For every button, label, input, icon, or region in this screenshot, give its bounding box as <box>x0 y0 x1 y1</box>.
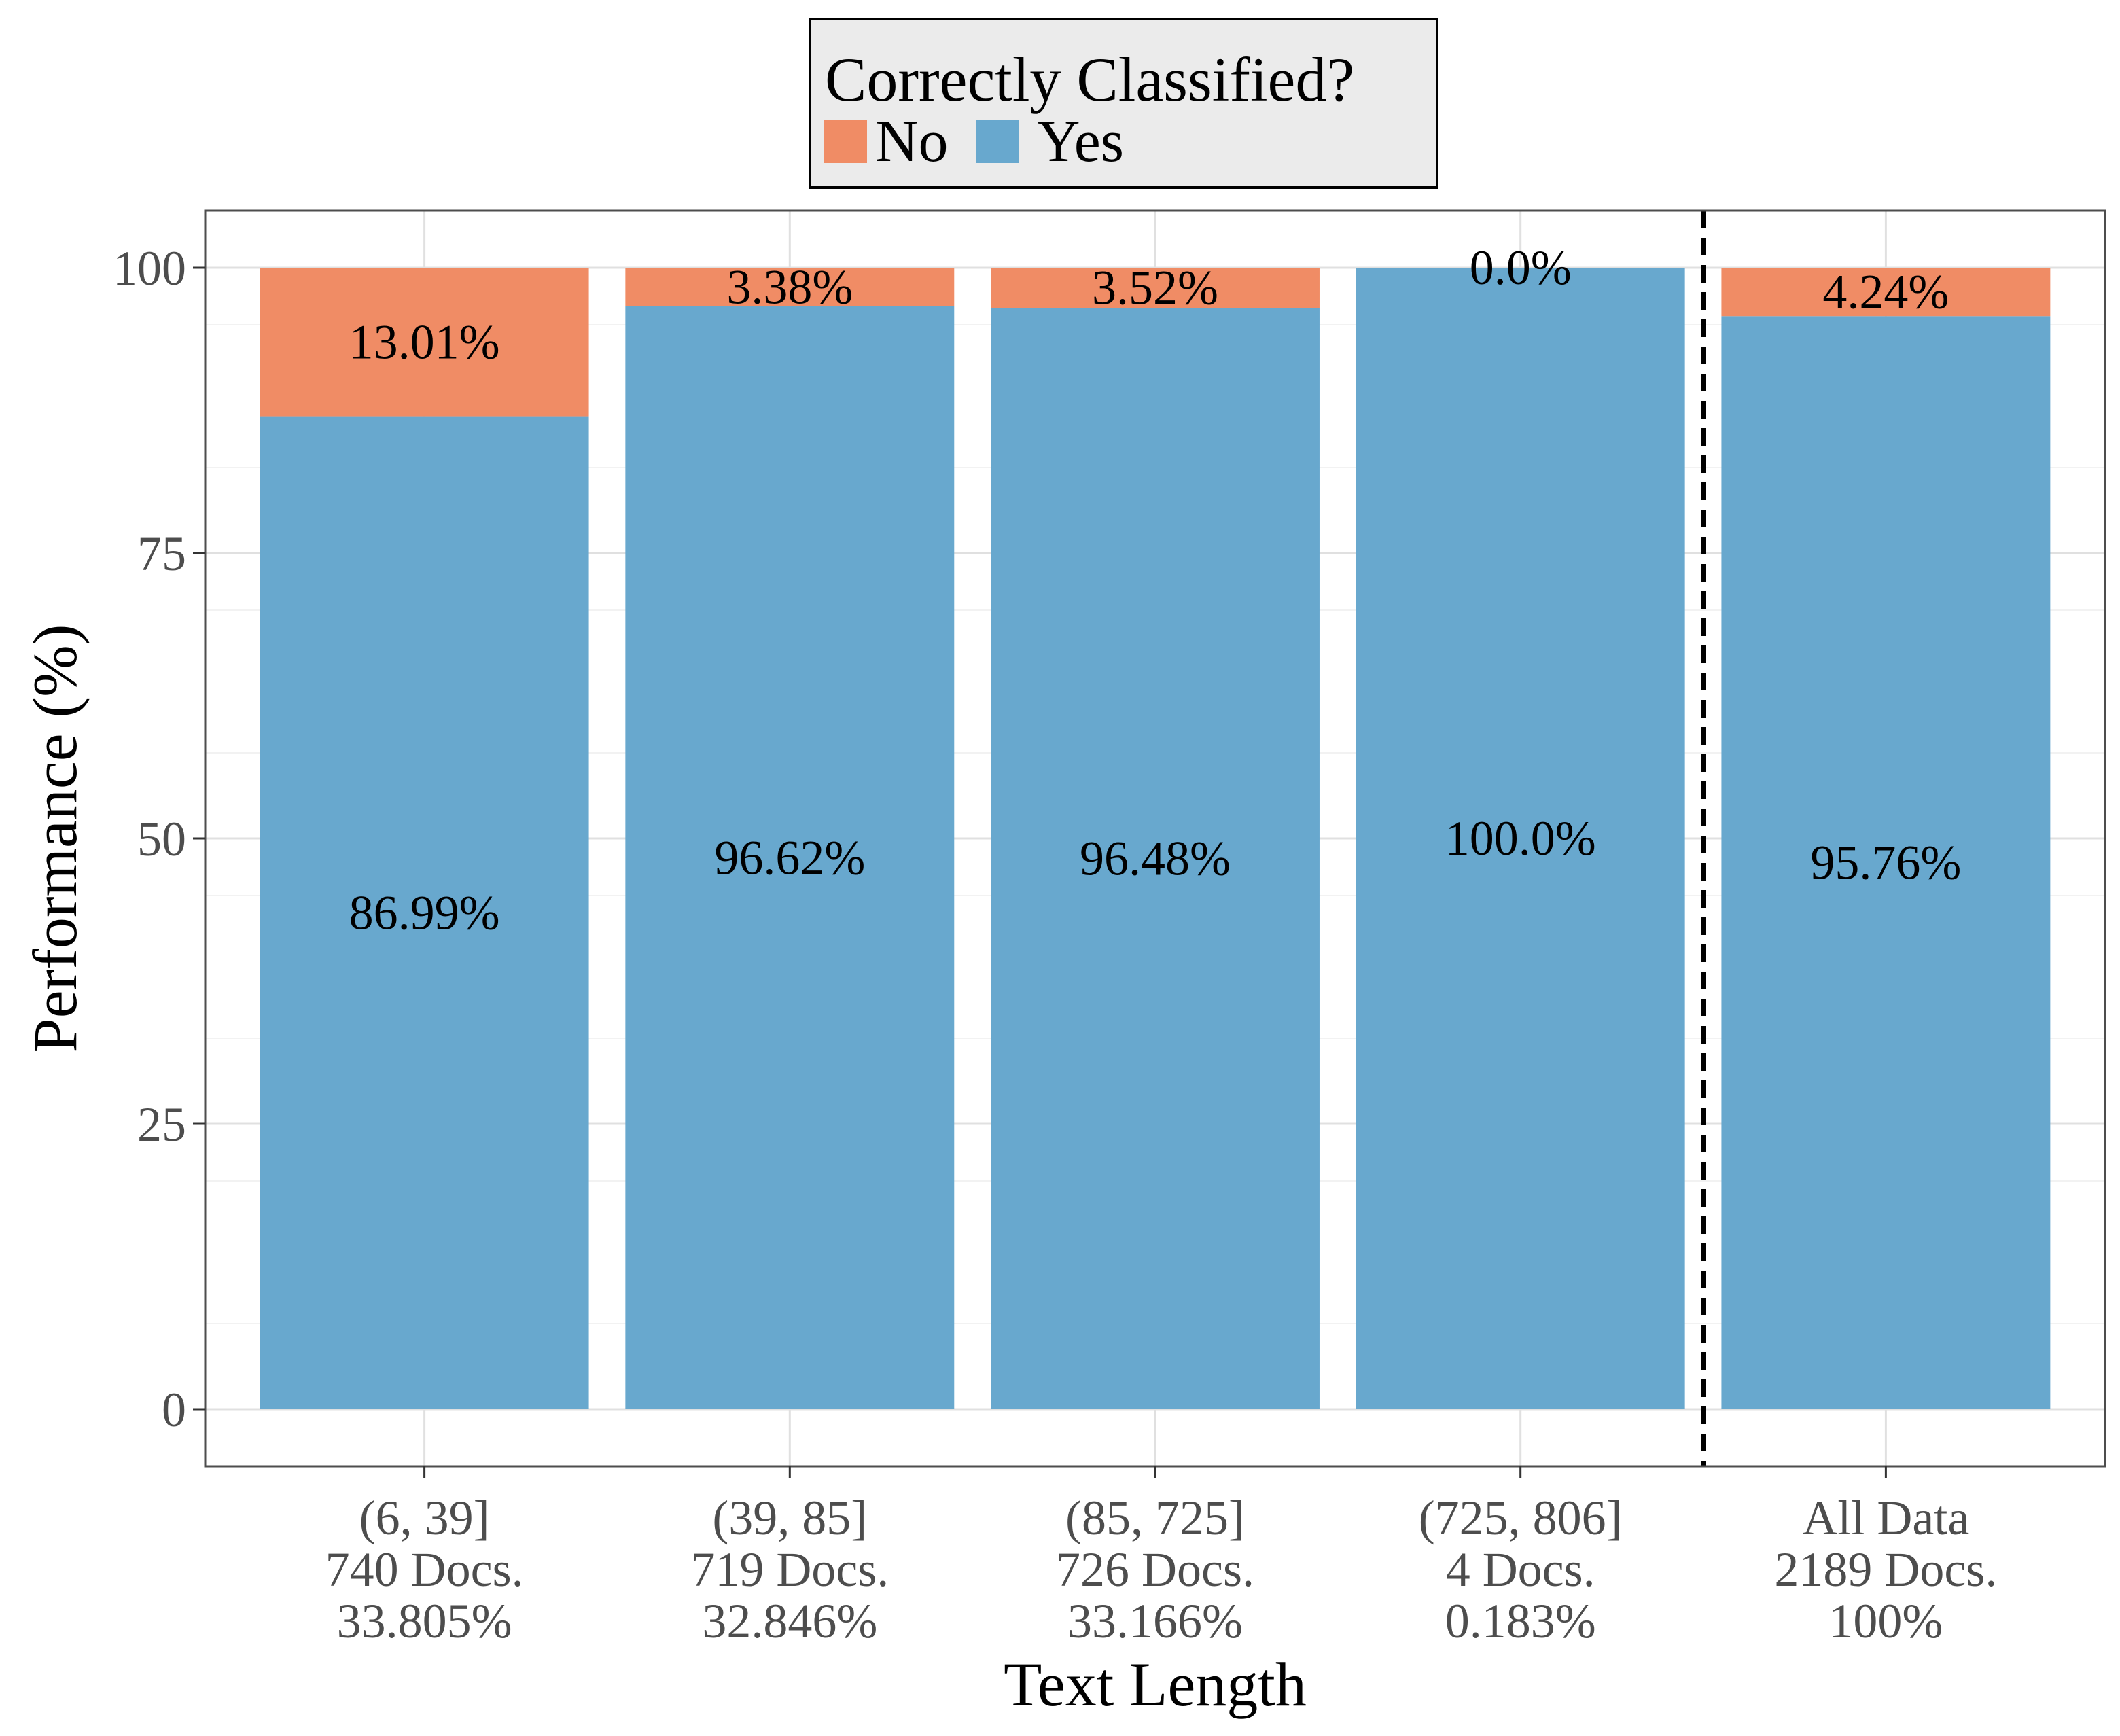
bar-label-yes: 96.62% <box>714 830 865 885</box>
legend-key-no <box>824 120 867 163</box>
legend-title: Correctly Classified? <box>825 45 1354 114</box>
legend: Correctly Classified? No Yes <box>809 18 1438 189</box>
bar-label-yes: 86.99% <box>349 885 500 940</box>
x-tick-label: (725, 806] <box>1419 1491 1623 1545</box>
bars <box>260 268 2051 1410</box>
x-tick-label: 4 Docs. <box>1446 1542 1595 1597</box>
x-tick-label: All Data <box>1802 1491 1969 1545</box>
x-tick-label: 740 Docs. <box>325 1542 524 1597</box>
y-tick-label: 100 <box>113 241 186 296</box>
bar-yes <box>1721 316 2051 1410</box>
bar-label-yes: 95.76% <box>1810 836 1961 890</box>
x-tick-label: (39, 85] <box>712 1491 867 1545</box>
x-tick-label: 2189 Docs. <box>1774 1542 1997 1597</box>
x-tick-label: 719 Docs. <box>690 1542 889 1597</box>
y-tick-label: 25 <box>137 1097 186 1152</box>
legend-label-yes: Yes <box>1037 109 1124 175</box>
legend-box <box>809 18 1438 189</box>
x-tick-label: 32.846% <box>702 1594 877 1648</box>
bar-label-no: 0.0% <box>1470 241 1572 295</box>
y-tick-label: 0 <box>162 1383 186 1437</box>
bar-no <box>1721 268 2051 317</box>
bar-label-yes: 96.48% <box>1080 832 1231 886</box>
bar-yes <box>991 308 1320 1409</box>
bar-label-no: 13.01% <box>349 315 500 369</box>
y-tick-label: 50 <box>137 812 186 866</box>
x-axis-title: Text Length <box>1004 1650 1307 1719</box>
bar-no <box>260 268 589 417</box>
bar-yes <box>260 416 589 1409</box>
legend-label-no: No <box>875 109 949 175</box>
bar-yes <box>625 306 955 1410</box>
bar-label-no: 3.52% <box>1092 261 1218 315</box>
legend-key-yes <box>976 120 1019 163</box>
bar-no <box>625 268 955 306</box>
x-tick-label: (6, 39] <box>359 1491 490 1545</box>
y-tick-label: 75 <box>137 527 186 581</box>
y-axis: 0 25 50 75 100 <box>113 241 205 1437</box>
bar-yes <box>1356 268 1685 1409</box>
x-tick-label: 0.183% <box>1445 1594 1596 1648</box>
x-axis: (6, 39]740 Docs.33.805% (39, 85]719 Docs.… <box>325 1466 1997 1648</box>
x-tick-label: (85, 725] <box>1065 1491 1245 1545</box>
x-tick-label: 726 Docs. <box>1056 1542 1254 1597</box>
x-tick-label: 33.166% <box>1067 1594 1243 1648</box>
bar-label-no: 3.38% <box>726 260 853 314</box>
y-axis-title: Performance (%) <box>20 624 90 1053</box>
x-tick-label: 33.805% <box>337 1594 512 1648</box>
bar-no <box>991 268 1320 308</box>
x-tick-label: 100% <box>1828 1594 1943 1648</box>
bar-label-no: 4.24% <box>1822 265 1949 319</box>
bar-label-yes: 100.0% <box>1445 811 1596 866</box>
bar-labels: 86.99% 13.01% 96.62% 3.38% 96.48% 3.52% 100.0%… <box>349 241 1962 940</box>
